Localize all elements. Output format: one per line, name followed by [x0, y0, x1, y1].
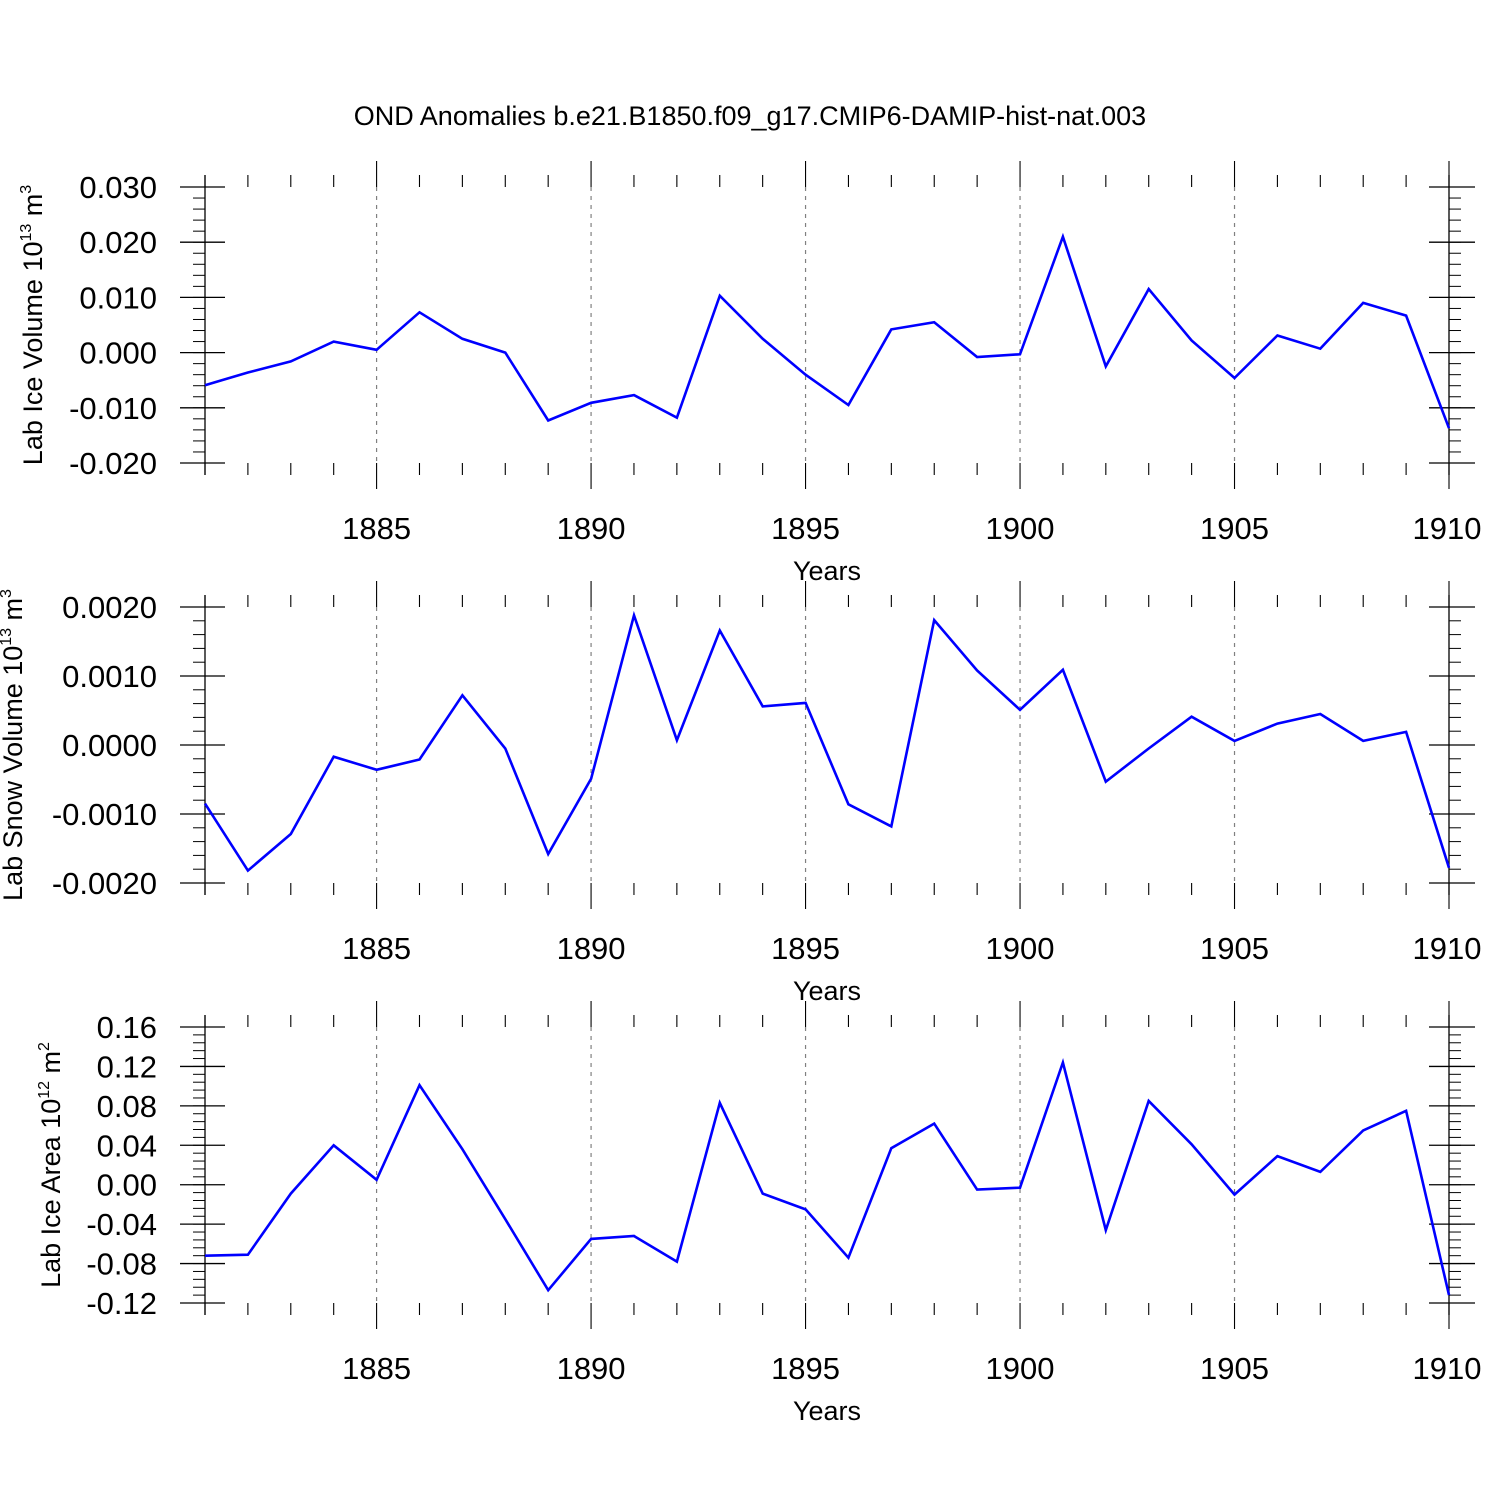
y-tick-label: 0.0000 [62, 728, 157, 763]
y-tick-label: 0.00 [97, 1168, 157, 1203]
x-tick-label: 1895 [771, 931, 840, 966]
x-tick-label: 1885 [342, 931, 411, 966]
x-tick-label: 1900 [986, 1351, 1055, 1386]
x-tick-label: 1910 [1413, 511, 1482, 546]
series-line [204, 232, 1451, 429]
y-tick-label: 0.08 [97, 1089, 157, 1124]
x-tick-label: 1890 [557, 511, 626, 546]
x-tick-label: 1900 [986, 511, 1055, 546]
x-tick-label: 1890 [557, 1351, 626, 1386]
y-tick-label: -0.0020 [52, 866, 157, 901]
panel-lab-ice-area: -0.12 -0.08 -0.04 0.00 0.04 0.08 0.12 0.16 1885 1… [36, 1001, 1481, 1426]
y-tick-label: -0.08 [86, 1247, 157, 1282]
x-axis-label: Years [793, 556, 861, 586]
y-tick-label: 0.12 [97, 1049, 157, 1084]
x-tick-label: 1890 [557, 931, 626, 966]
y-tick-label: 0.0020 [62, 590, 157, 625]
x-axis-label: Years [793, 1396, 861, 1426]
y-tick-label: -0.010 [69, 391, 157, 426]
x-tick-label: 1885 [342, 511, 411, 546]
chart-title: OND Anomalies b.e21.B1850.f09_g17.CMIP6-… [354, 101, 1146, 131]
panel-lab-snow-volume: -0.0020 -0.0010 0.0000 0.0010 0.0020 1885 1890… [0, 581, 1481, 1006]
x-tick-label: 1895 [771, 1351, 840, 1386]
y-axis-label: Lab Ice Area 1012 m2 [36, 1042, 66, 1288]
y-tick-label: 0.000 [79, 336, 157, 371]
y-tick-label: -0.0010 [52, 797, 157, 832]
series-line [204, 1057, 1451, 1296]
y-tick-label: -0.04 [86, 1207, 157, 1242]
y-tick-label: -0.020 [69, 446, 157, 481]
series-line [203, 610, 1451, 873]
x-tick-label: 1885 [342, 1351, 411, 1386]
x-tick-label: 1910 [1413, 1351, 1482, 1386]
x-axis-label: Years [793, 976, 861, 1006]
y-tick-label: 0.0010 [62, 659, 157, 694]
x-tick-label: 1905 [1200, 1351, 1269, 1386]
y-tick-label: -0.12 [86, 1286, 157, 1321]
x-tick-label: 1905 [1200, 511, 1269, 546]
y-tick-label: 0.020 [79, 225, 157, 260]
x-tick-label: 1910 [1413, 931, 1482, 966]
panel-lab-ice-volume: -0.020 -0.010 0.000 0.010 0.020 0.030 1885 1890… [18, 161, 1481, 586]
y-axis-label: Lab Ice Volume 1013 m3 [18, 185, 48, 465]
y-tick-label: 0.04 [97, 1128, 157, 1163]
x-tick-label: 1895 [771, 511, 840, 546]
x-tick-label: 1905 [1200, 931, 1269, 966]
y-tick-label: 0.16 [97, 1010, 157, 1045]
x-tick-label: 1900 [986, 931, 1055, 966]
y-tick-label: 0.010 [79, 280, 157, 315]
y-tick-label: 0.030 [79, 170, 157, 205]
y-axis-label: Lab Snow Volume 1013 m3 [0, 589, 28, 901]
